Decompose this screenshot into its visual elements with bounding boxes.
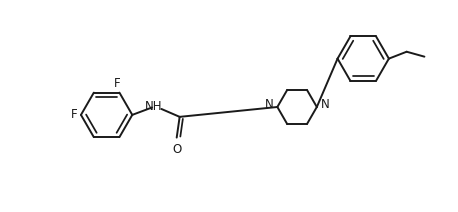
Text: N: N <box>321 98 330 110</box>
Text: F: F <box>114 77 121 90</box>
Text: NH: NH <box>145 100 163 113</box>
Text: O: O <box>172 142 181 156</box>
Text: F: F <box>71 108 77 121</box>
Text: N: N <box>265 98 273 110</box>
